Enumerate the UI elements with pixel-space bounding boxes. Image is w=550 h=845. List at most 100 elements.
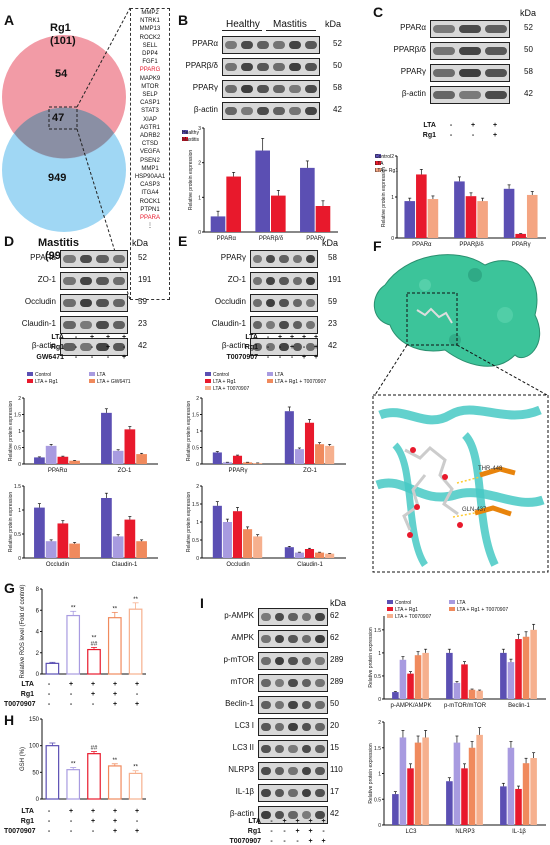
y-tick-label: 0.5 (374, 674, 381, 680)
i-band (301, 745, 312, 753)
i-band (274, 811, 285, 819)
bar (315, 552, 325, 558)
bar (427, 199, 439, 238)
i-band (274, 789, 285, 797)
bar (226, 176, 241, 232)
i-band (301, 767, 312, 775)
c-treatment-sign: - (471, 132, 475, 139)
i-kda-value: 50 (330, 699, 339, 708)
bar (530, 629, 537, 699)
panel-label-e: E (178, 233, 188, 249)
e-kda-value: 59 (328, 297, 337, 306)
d-treatment-sign: + (105, 344, 111, 351)
callout-line-top (76, 7, 131, 108)
e-blot-row (250, 316, 318, 334)
d-band (63, 321, 76, 329)
y-tick-label: 1 (378, 772, 381, 778)
d-band (79, 321, 92, 329)
bar (399, 737, 407, 825)
i-band (261, 635, 271, 643)
b-kda-value: 52 (333, 39, 342, 48)
e-blot-label: Claudin-1 (211, 319, 246, 328)
i-blot-row (258, 696, 328, 714)
d-band (63, 277, 76, 285)
kda-unit-d: kDa (132, 238, 149, 248)
i-blot-label: IL-1β (235, 787, 254, 796)
d-blot-row (60, 294, 128, 312)
x-tick-label: Claudin-1 (112, 562, 138, 568)
y-tick-label: 1 (198, 195, 201, 201)
e-band (292, 255, 302, 263)
panel-label-g: G (4, 580, 15, 596)
h-treatment-sign: - (69, 828, 73, 835)
e-treatment-sign: - (278, 344, 282, 351)
x-tick-label: LC3 (405, 829, 417, 835)
d-treatment-label: Rg1 (50, 344, 64, 351)
i-band (315, 635, 325, 643)
d-band (63, 299, 76, 307)
e-blot-row (250, 338, 318, 356)
e-band (253, 321, 263, 329)
d-kda-value: 23 (138, 319, 147, 328)
legend-swatch (387, 607, 393, 611)
venn-top-count: (101) (50, 35, 76, 47)
bar (222, 462, 232, 464)
d-treatment-sign: + (89, 334, 95, 341)
b-blot-label: PPARβ/δ (185, 61, 218, 70)
e-band (253, 299, 263, 307)
e-treatment-label: Rg1 (244, 344, 258, 351)
i-treatment-sign: + (321, 818, 326, 825)
d-band (96, 255, 109, 263)
d-band (79, 343, 92, 351)
h-treatment-label: Rg1 (20, 818, 34, 825)
gene-item: MMP2 (141, 10, 159, 16)
d-band (63, 255, 76, 263)
i-band (301, 679, 312, 687)
b-band (305, 41, 317, 49)
e-kda-value: 58 (328, 253, 337, 262)
i-blot-row (258, 630, 328, 648)
gene-item: ROCK2 (139, 34, 161, 41)
y-axis-label: Relative protein expression (186, 401, 192, 462)
bar (404, 201, 416, 238)
gene-list: MMP2 NTRK1 MMP13 ROCK2 SELL DPP4 FGF1 PPARG MAPK… (130, 8, 170, 300)
c-band (433, 47, 455, 55)
docking-structure (372, 254, 549, 573)
gene-item: ITGA4 (141, 190, 159, 197)
bar (294, 552, 304, 558)
e-kda-value: 42 (328, 341, 337, 350)
y-tick-label: 1 (196, 429, 199, 435)
i-kda-value: 62 (330, 633, 339, 642)
i-band (261, 679, 271, 687)
gene-item: MAPK9 (139, 75, 161, 82)
bar (66, 769, 81, 800)
c-kda-value: 42 (524, 89, 533, 98)
y-tick-label: 0 (18, 462, 21, 468)
ligand-small (416, 307, 453, 324)
b-kda-value: 50 (333, 61, 342, 70)
i-blot-row (258, 740, 328, 758)
i-band (288, 613, 298, 621)
i-band (288, 657, 298, 665)
i-treatment-sign: + (295, 818, 300, 825)
i-band (261, 745, 271, 753)
c-blot-row (430, 86, 510, 104)
i-band (288, 679, 298, 687)
bar (453, 682, 461, 699)
h-treatment-sign: - (47, 808, 51, 815)
chart-d1: 0 0.5 1 1.5 2 Relative protein expression PPAR… (8, 372, 158, 474)
venn-diagram (2, 7, 131, 300)
bar (507, 747, 515, 825)
group-mastitis: Mastitis (273, 19, 307, 30)
bar (500, 786, 507, 825)
group-healthy: Healthy (226, 19, 260, 30)
y-tick-label: 8 (36, 587, 40, 593)
d-band (79, 299, 92, 307)
bar (461, 768, 468, 825)
i-treatment-label: Rg1 (247, 828, 261, 835)
c-band (485, 47, 507, 55)
d-treatment-sign: - (90, 344, 94, 351)
g-treatment-sign: - (69, 691, 73, 698)
i-band (274, 613, 285, 621)
x-tick-label: IL-1β (512, 829, 526, 835)
